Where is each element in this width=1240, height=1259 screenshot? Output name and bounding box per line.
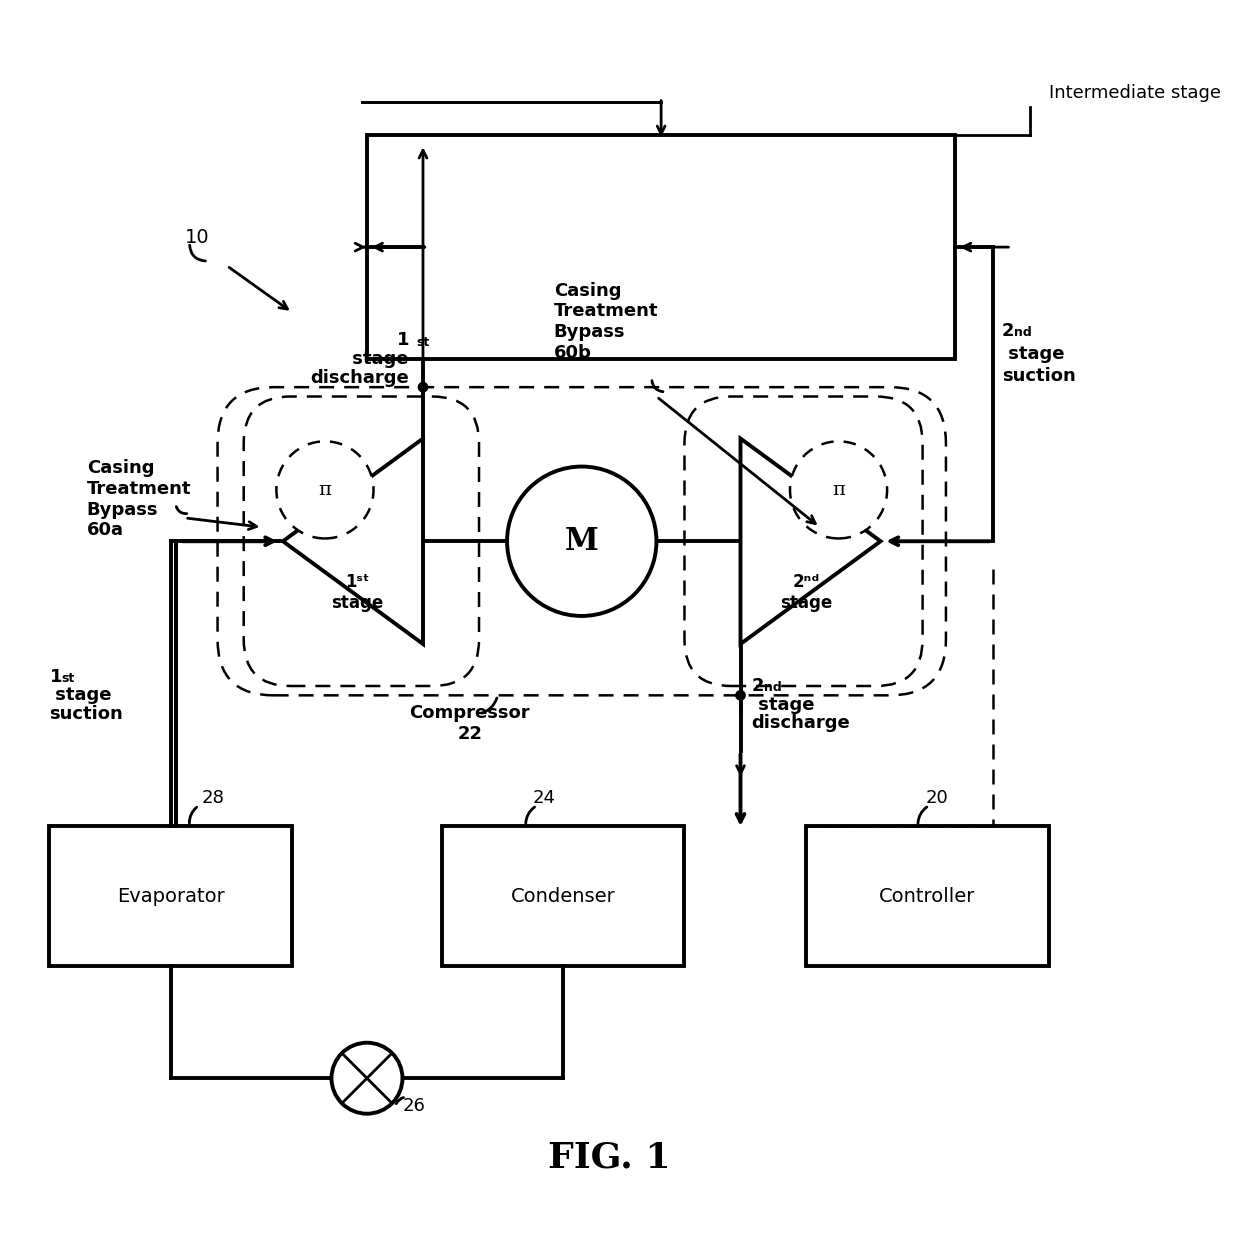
Text: nd: nd — [1014, 326, 1032, 340]
Text: 20: 20 — [925, 789, 947, 807]
Circle shape — [277, 442, 373, 539]
Circle shape — [735, 691, 745, 700]
Text: 1ˢᵗ
stage: 1ˢᵗ stage — [331, 573, 383, 612]
Text: 24: 24 — [533, 789, 556, 807]
Text: discharge: discharge — [751, 714, 851, 733]
Text: suction: suction — [50, 705, 123, 723]
Text: Condenser: Condenser — [511, 886, 615, 905]
Text: 10: 10 — [185, 228, 210, 247]
Text: 26: 26 — [402, 1097, 425, 1115]
Text: Controller: Controller — [879, 886, 976, 905]
Text: suction: suction — [1002, 366, 1076, 385]
Text: 2: 2 — [751, 677, 764, 695]
Text: stage: stage — [751, 696, 815, 714]
Text: 1: 1 — [397, 331, 409, 350]
Bar — [367, 135, 955, 359]
Circle shape — [790, 442, 887, 539]
Bar — [50, 826, 293, 966]
Text: M: M — [565, 526, 599, 556]
Text: FIG. 1: FIG. 1 — [548, 1141, 671, 1175]
Text: 2ⁿᵈ
stage: 2ⁿᵈ stage — [780, 573, 832, 612]
Text: st: st — [62, 672, 74, 685]
Circle shape — [507, 467, 656, 616]
Text: 2: 2 — [1002, 322, 1014, 340]
Polygon shape — [283, 438, 423, 643]
Polygon shape — [740, 438, 880, 643]
Circle shape — [331, 1042, 403, 1114]
Bar — [441, 826, 684, 966]
Text: π: π — [319, 481, 331, 499]
Text: Intermediate stage: Intermediate stage — [1049, 84, 1220, 102]
Text: Casing
Treatment
Bypass
60b: Casing Treatment Bypass 60b — [554, 282, 658, 363]
Text: nd: nd — [764, 681, 781, 694]
Text: stage: stage — [50, 686, 112, 704]
Text: st: st — [417, 336, 430, 349]
Text: 1: 1 — [50, 667, 62, 686]
Text: Compressor
22: Compressor 22 — [409, 704, 529, 743]
Text: stage: stage — [346, 350, 409, 368]
Text: π: π — [832, 481, 844, 499]
Text: Casing
Treatment
Bypass
60a: Casing Treatment Bypass 60a — [87, 460, 191, 539]
Text: stage: stage — [1002, 345, 1064, 364]
Text: 28: 28 — [201, 789, 224, 807]
Text: discharge: discharge — [310, 369, 409, 387]
Bar — [806, 826, 1049, 966]
Text: Evaporator: Evaporator — [117, 886, 224, 905]
Circle shape — [418, 383, 428, 392]
